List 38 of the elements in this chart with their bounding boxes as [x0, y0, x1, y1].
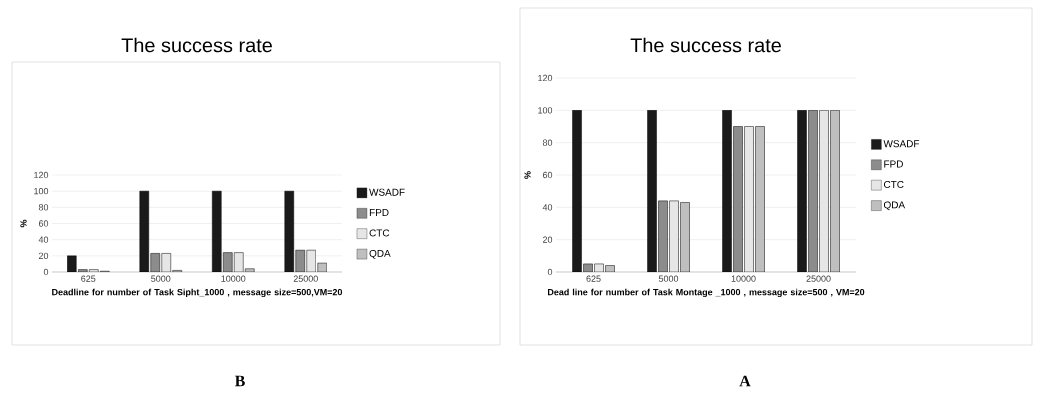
y-tick-label: 120: [34, 171, 49, 179]
y-tick-label: 100: [34, 187, 49, 195]
x-tick-label: 625: [586, 275, 601, 282]
y-tick-label: 100: [538, 107, 553, 114]
x-tick-label: 5000: [151, 275, 171, 282]
y-tick-label: 120: [538, 74, 553, 82]
x-tick-label: 10000: [731, 275, 756, 282]
chart-title: The success rate: [630, 37, 781, 53]
x-tick-label: 5000: [658, 275, 679, 282]
legend-label: FPD: [884, 160, 903, 168]
legend-label: WSADF: [369, 188, 405, 196]
x-tick-label: 10000: [221, 275, 246, 282]
text: B: [234, 375, 245, 387]
legend-label: CTC: [883, 180, 904, 188]
x-axis-title: Dead line for number of Task Montage _1000 , message size=500 , VM=20: [547, 288, 865, 298]
legend-label: QDA: [883, 201, 906, 211]
y-tick-label: 80: [542, 139, 553, 146]
legend-label: FPD: [369, 209, 389, 216]
y-axis-title: %: [524, 171, 531, 179]
x-tick-label: 625: [81, 275, 96, 282]
legend-label: WSADF: [883, 140, 920, 148]
x-tick-label: 25000: [293, 275, 318, 282]
y-tick-label: 60: [542, 171, 553, 179]
y-tick-label: 0: [43, 268, 49, 276]
y-tick-label: 20: [38, 252, 49, 260]
y-tick-label: 40: [542, 204, 553, 211]
y-tick-label: 20: [542, 236, 553, 243]
y-tick-label: 0: [547, 268, 553, 276]
y-axis-title: %: [20, 219, 27, 228]
y-tick-label: 60: [38, 220, 49, 227]
x-tick-label: 25000: [806, 275, 831, 282]
y-tick-label: 40: [38, 236, 49, 243]
legend-label: QDA: [369, 249, 391, 259]
text: A: [739, 375, 751, 387]
legend-label: CTC: [369, 229, 390, 237]
x-axis-title: Deadline for number of Task Sipht_1000 , message size=500,VM=20: [52, 288, 343, 298]
chart-title: The success rate: [121, 37, 272, 53]
y-tick-label: 80: [38, 204, 49, 211]
